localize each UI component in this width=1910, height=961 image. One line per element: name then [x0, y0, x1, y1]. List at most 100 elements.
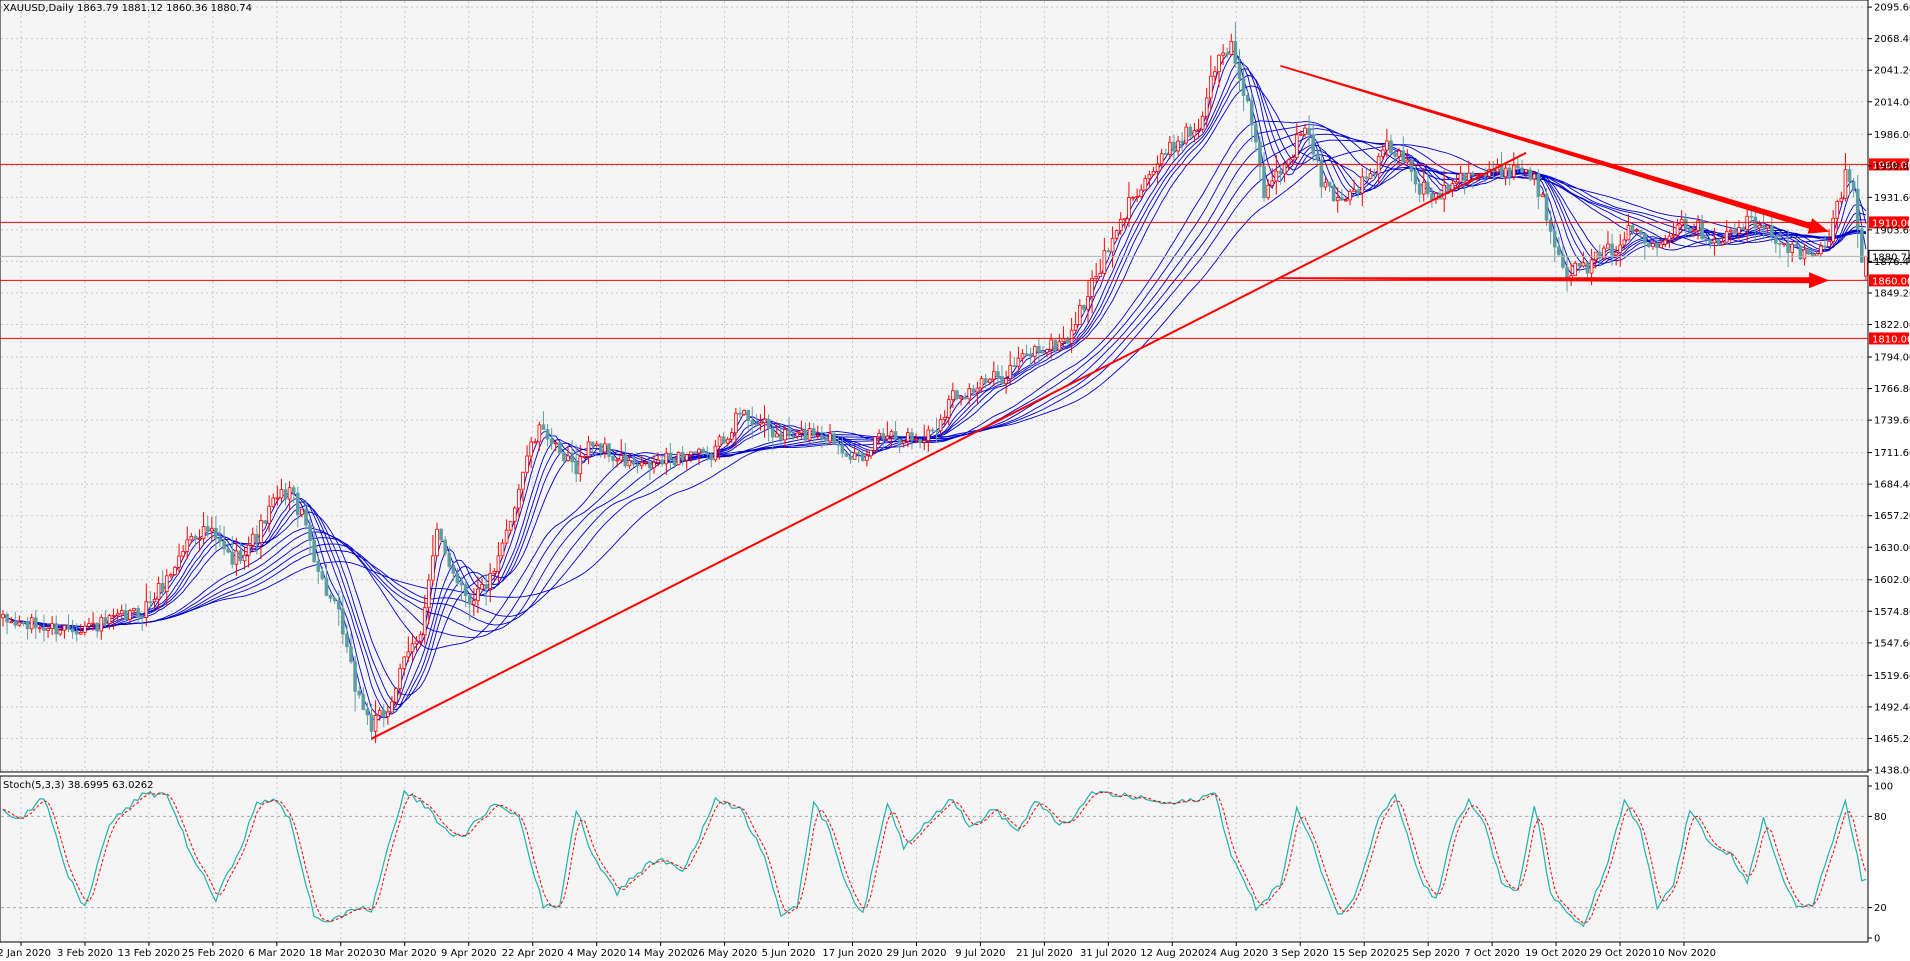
- candle: [197, 529, 202, 552]
- candle-body: [308, 524, 312, 541]
- candle-body: [369, 714, 374, 732]
- candle: [496, 542, 501, 584]
- candle: [1622, 231, 1627, 250]
- candle: [144, 583, 149, 627]
- candle: [1233, 22, 1238, 68]
- candle: [140, 614, 145, 632]
- candle-body: [279, 489, 284, 499]
- candle-body: [1, 613, 5, 619]
- candle-body: [611, 455, 615, 461]
- candle: [1163, 148, 1168, 156]
- candle: [1045, 348, 1049, 357]
- candle-body: [558, 442, 562, 454]
- candle: [1331, 180, 1336, 202]
- y-tick-label: 1794.00: [1874, 352, 1910, 363]
- candle-body: [422, 607, 427, 636]
- candle-body: [660, 459, 664, 465]
- x-tick-label: 17 Jun 2020: [822, 948, 882, 959]
- candle-body: [545, 429, 550, 440]
- candle-body: [1851, 181, 1856, 190]
- candle: [1200, 111, 1205, 133]
- candle-body: [1303, 127, 1307, 135]
- x-tick-label: 15 Sep 2020: [1332, 948, 1395, 959]
- candle: [91, 612, 95, 631]
- candle: [1020, 349, 1025, 363]
- candle-body: [582, 455, 587, 458]
- candle: [9, 616, 13, 624]
- candle: [1311, 122, 1315, 162]
- x-tick-label: 24 Aug 2020: [1204, 948, 1268, 959]
- x-tick-label: 6 Mar 2020: [248, 948, 305, 959]
- candle: [1741, 223, 1745, 231]
- candle-body: [1037, 345, 1041, 353]
- candle: [259, 514, 263, 559]
- candle-body: [1516, 164, 1520, 169]
- candle-body: [1597, 251, 1602, 259]
- y-tick-label: 1492.40: [1874, 702, 1910, 713]
- candle-body: [1843, 169, 1848, 199]
- candle-body: [1376, 155, 1381, 175]
- candle: [99, 614, 104, 640]
- candle-body: [758, 422, 763, 425]
- y-tick-label: 1602.00: [1874, 575, 1910, 586]
- candle-body: [1532, 173, 1537, 180]
- candle-body: [230, 551, 235, 565]
- candle-body: [1217, 54, 1221, 73]
- candle-body: [295, 492, 300, 515]
- candle: [951, 382, 955, 409]
- candle: [214, 516, 218, 551]
- x-tick-label: 26 May 2020: [692, 948, 757, 959]
- y-tick-label: 1931.60: [1874, 193, 1910, 204]
- candle: [684, 453, 689, 470]
- candle-body: [1249, 100, 1254, 126]
- candle-body: [1737, 227, 1741, 234]
- candle: [889, 429, 894, 448]
- candle-body: [410, 643, 415, 653]
- candle-body: [1552, 230, 1557, 248]
- candle: [1630, 224, 1635, 236]
- y-tick-label: 2014.00: [1874, 97, 1910, 108]
- candle: [1028, 347, 1033, 370]
- candle-body: [930, 429, 935, 432]
- candle: [1098, 258, 1103, 277]
- candle: [1532, 170, 1537, 186]
- candle-body: [750, 420, 755, 425]
- candle: [291, 485, 296, 504]
- level-label-box: [1869, 158, 1909, 171]
- candle: [250, 527, 255, 552]
- level-label: 1960.00: [1872, 160, 1910, 171]
- candle-body: [87, 623, 91, 627]
- candle-body: [156, 582, 161, 600]
- candle-body: [234, 550, 239, 565]
- candle-body: [697, 448, 701, 454]
- candle-body: [1073, 324, 1078, 331]
- candle-body: [1667, 235, 1672, 241]
- candle-body: [1810, 253, 1815, 257]
- candle-body: [177, 555, 181, 568]
- candle-body: [852, 452, 857, 460]
- candle: [537, 421, 542, 451]
- candle: [1520, 159, 1524, 174]
- candle: [533, 438, 538, 444]
- candle: [955, 389, 959, 401]
- candle: [1692, 223, 1696, 238]
- candle-body: [5, 613, 9, 623]
- candle-body: [1380, 149, 1385, 157]
- candle: [1573, 260, 1578, 276]
- candle-body: [1696, 220, 1700, 231]
- candle-body: [549, 438, 554, 445]
- candle: [128, 608, 132, 624]
- candle-body: [1622, 239, 1627, 246]
- candle-body: [484, 584, 488, 590]
- y-tick-label: 1657.20: [1874, 511, 1910, 522]
- candle-body: [1724, 230, 1729, 243]
- candle: [856, 448, 861, 463]
- candle-body: [1610, 243, 1614, 256]
- candle-body: [1372, 173, 1377, 176]
- candle-body: [603, 443, 607, 453]
- x-tick-label: 29 Oct 2020: [1589, 948, 1651, 959]
- candle: [1262, 151, 1266, 202]
- candle-body: [259, 520, 263, 543]
- candle-body: [996, 371, 1000, 378]
- candle-body: [656, 459, 660, 463]
